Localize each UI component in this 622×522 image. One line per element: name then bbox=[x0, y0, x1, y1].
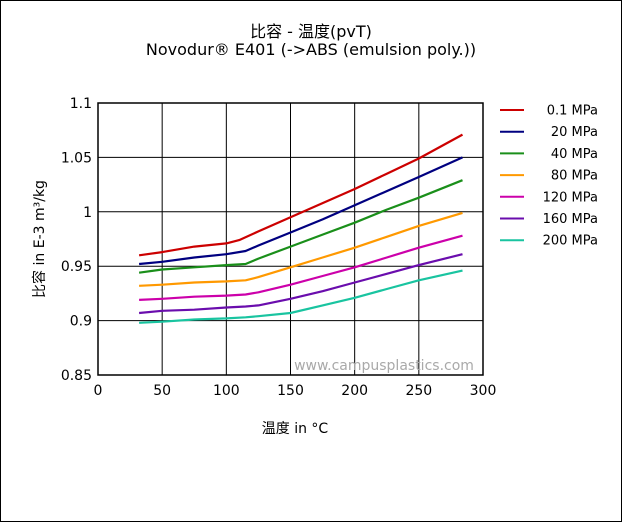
x-tick-label: 200 bbox=[341, 383, 368, 399]
y-axis-label: 比容 in E-3 m³/kg bbox=[31, 180, 48, 298]
y-tick-label: 0.85 bbox=[61, 368, 92, 384]
legend-label: 80 MPa bbox=[551, 169, 598, 184]
x-tick-label: 300 bbox=[470, 383, 497, 399]
series-line bbox=[138, 179, 463, 274]
legend-label: 160 MPa bbox=[543, 212, 598, 227]
chart-subtitle: Novodur® E401 (->ABS (emulsion poly.)) bbox=[145, 40, 477, 59]
series-line bbox=[139, 234, 463, 301]
series-line bbox=[139, 211, 463, 287]
y-tick-label: 1.1 bbox=[70, 96, 92, 112]
x-tick-label: 100 bbox=[213, 383, 240, 399]
x-axis-label: 温度 in °C bbox=[262, 421, 329, 437]
y-tick-label: 0.9 bbox=[70, 314, 92, 330]
x-tick-labels: 0 50 100 150 200 250 300 bbox=[94, 383, 497, 399]
legend-label: 20 MPa bbox=[551, 125, 598, 140]
chart-legend: 0.1 MPa 20 MPa 40 MPa 80 MPa 120 MPa 160 MPa 2… bbox=[500, 104, 598, 249]
x-tick-label: 150 bbox=[277, 383, 304, 399]
plot-area-border bbox=[97, 102, 484, 376]
series-line bbox=[138, 133, 464, 257]
y-tick-label: 0.95 bbox=[61, 259, 92, 275]
y-tick-label: 1.05 bbox=[61, 150, 92, 166]
x-tick-label: 50 bbox=[153, 383, 171, 399]
y-tick-labels: 0.85 0.9 0.95 1 1.05 1.1 bbox=[61, 96, 92, 384]
y-tick-label: 1 bbox=[83, 205, 92, 221]
x-tick-label: 0 bbox=[94, 383, 103, 399]
legend-label: 40 MPa bbox=[551, 147, 598, 162]
legend-label: 0.1 MPa bbox=[547, 104, 598, 119]
legend-label: 200 MPa bbox=[543, 234, 598, 249]
series-line bbox=[138, 156, 463, 266]
chart-series-group bbox=[138, 133, 464, 324]
watermark: www.campusplastics.com bbox=[294, 358, 474, 374]
chart-title: 比容 - 温度(pvT) bbox=[250, 22, 372, 41]
series-line bbox=[139, 269, 463, 324]
chart-grid bbox=[98, 103, 483, 375]
series-line bbox=[138, 253, 463, 315]
legend-label: 120 MPa bbox=[543, 190, 598, 205]
x-tick-label: 250 bbox=[405, 383, 432, 399]
